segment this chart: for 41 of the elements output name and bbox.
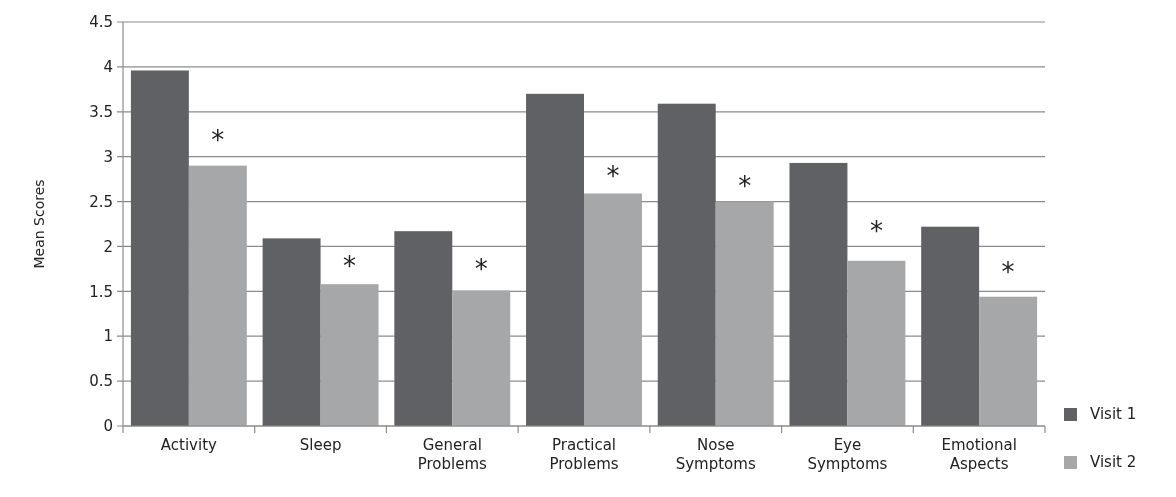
y-tick-label: 2 — [103, 237, 113, 256]
y-tick-label: 0 — [103, 417, 113, 436]
y-tick-label: 0.5 — [89, 372, 113, 391]
x-tick-label: General Problems — [417, 436, 488, 473]
x-tick-label: Activity — [160, 436, 218, 454]
bar — [394, 231, 453, 426]
annotation: * — [869, 216, 883, 247]
bar — [584, 193, 642, 426]
y-tick-label: 1 — [103, 327, 113, 346]
bar — [789, 162, 848, 426]
bar — [715, 201, 774, 426]
bar — [188, 165, 247, 426]
y-tick-label: 4 — [103, 58, 113, 77]
bar — [452, 290, 511, 426]
x-tick-label: Nose Symptoms — [675, 436, 756, 473]
y-tick-label: 1.5 — [89, 282, 113, 301]
x-tick-label: Sleep — [299, 436, 342, 454]
bar — [130, 70, 189, 426]
bar — [320, 284, 379, 426]
x-tick-label: Practical Problems — [549, 436, 619, 473]
bar — [847, 260, 906, 426]
y-tick-label: 3.5 — [89, 103, 113, 122]
legend-label: Visit 1 — [1090, 405, 1137, 424]
annotation: * — [343, 250, 357, 281]
bar — [657, 103, 716, 426]
annotation: * — [474, 254, 488, 285]
bar — [262, 238, 321, 426]
y-tick-label: 2.5 — [89, 192, 113, 211]
bar — [979, 296, 1038, 426]
annotation: * — [606, 160, 620, 191]
annotation: * — [211, 124, 225, 155]
bar — [526, 93, 584, 426]
x-tick-label: Eye Symptoms — [807, 436, 888, 473]
y-axis-title: Mean Scores — [31, 179, 47, 269]
bar — [921, 226, 980, 426]
annotation: * — [738, 170, 752, 201]
x-tick-label: Emotional Aspects — [941, 436, 1017, 473]
legend-label: Visit 2 — [1090, 453, 1137, 472]
annotation: * — [1001, 256, 1015, 287]
y-tick-label: 3 — [103, 147, 113, 166]
y-tick-label: 4.5 — [89, 13, 113, 32]
